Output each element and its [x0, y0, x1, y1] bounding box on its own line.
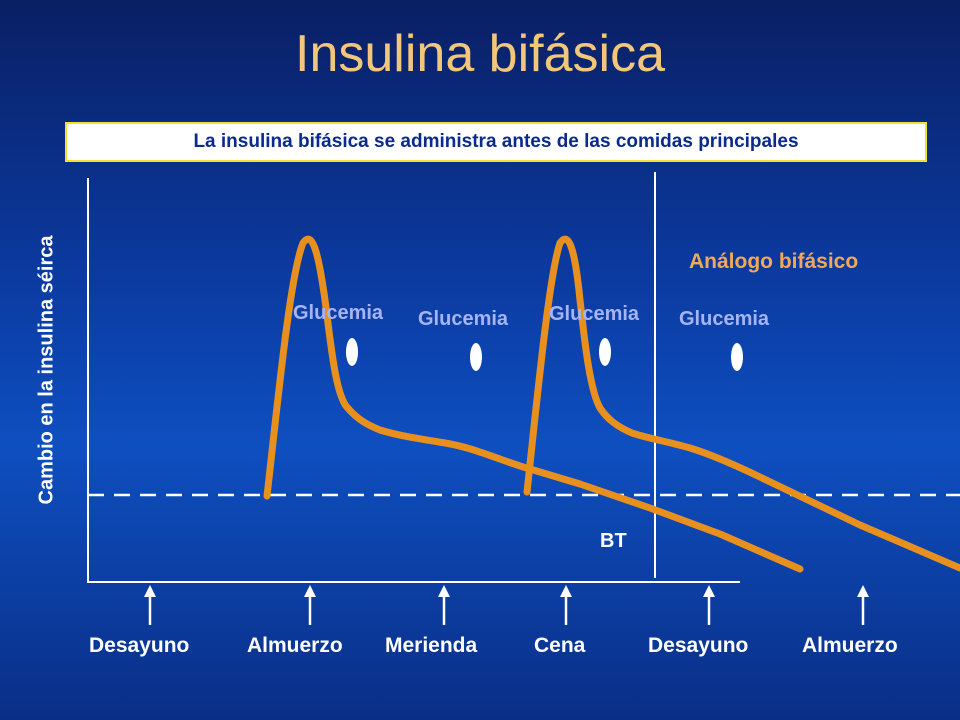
- meal-arrow-desayuno-1: [144, 585, 156, 625]
- meal-arrow-desayuno-2: [703, 585, 715, 625]
- meal-arrow-merienda: [438, 585, 450, 625]
- glucose-label-4: Glucemia: [679, 308, 770, 330]
- baseline-label: BT: [600, 530, 627, 552]
- subtitle-box: La insulina bifásica se administra antes…: [65, 122, 927, 162]
- meal-label-desayuno-2: Desayuno: [648, 634, 749, 657]
- meal-label-almuerzo-2: Almuerzo: [802, 634, 898, 657]
- insulin-curve-breakfast: [263, 235, 804, 573]
- glucose-label-2: Glucemia: [418, 308, 509, 330]
- meal-arrow-almuerzo-2: [857, 585, 869, 625]
- glucose-marker-2: [470, 343, 482, 371]
- series-label: Análogo bifásico: [689, 250, 859, 273]
- meal-label-desayuno-1: Desayuno: [89, 634, 190, 657]
- meal-arrow-almuerzo-1: [304, 585, 316, 625]
- meal-label-almuerzo-1: Almuerzo: [247, 634, 343, 657]
- glucose-marker-4: [731, 343, 743, 371]
- meal-arrows: [144, 585, 869, 625]
- meal-arrow-cena: [560, 585, 572, 625]
- meal-label-cena: Cena: [534, 634, 586, 657]
- insulin-curve-dinner: [523, 235, 960, 572]
- slide-title: Insulina bifásica: [295, 25, 665, 83]
- glucose-label-1: Glucemia: [293, 302, 384, 324]
- meal-label-merienda: Merienda: [385, 634, 478, 657]
- glucose-marker-1: [346, 338, 358, 366]
- glucose-label-3: Glucemia: [549, 303, 640, 325]
- glucose-marker-3: [599, 338, 611, 366]
